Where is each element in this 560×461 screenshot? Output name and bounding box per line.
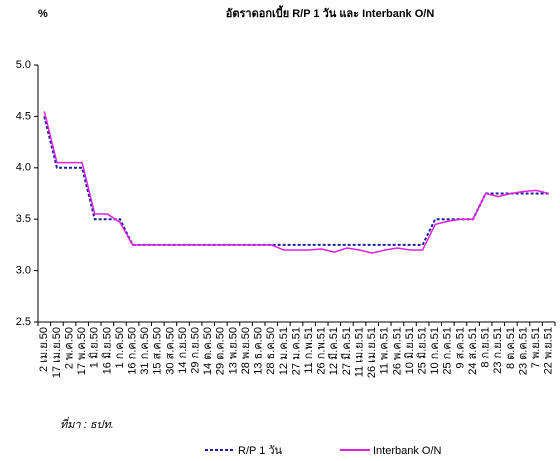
- x-tick-label: 1 มิ.ย.50: [89, 327, 101, 368]
- x-tick-label: 9 ส.ค.51: [454, 327, 466, 369]
- x-tick-label: 25 มิ.ย.51: [417, 327, 429, 374]
- x-tick-label: 30 ส.ค.50: [164, 327, 176, 375]
- x-tick-label: 12 มี.ค.51: [327, 327, 340, 375]
- y-axis-label: %: [38, 8, 48, 20]
- series-line: [43, 111, 549, 254]
- y-tick-label: 3.5: [16, 213, 31, 225]
- legend-label: Interbank O/N: [373, 445, 442, 457]
- y-tick-label: 2.5: [16, 316, 31, 328]
- x-tick-label: 1 ก.ค.50: [114, 327, 126, 369]
- x-tick-label: 13 ธ.ค.50: [253, 327, 265, 375]
- x-tick-label: 29 ต.ค.50: [215, 327, 227, 375]
- x-tick-label: 8 ก.ย.51: [480, 327, 492, 368]
- y-tick-label: 5.0: [16, 59, 31, 71]
- x-tick-label: 26 เม.ย.51: [366, 327, 378, 378]
- x-tick-label: 27 มี.ค.51: [340, 327, 353, 375]
- x-tick-label: 7 พ.ย.51: [530, 327, 542, 368]
- x-tick-label: 17 เม.ย.50: [51, 327, 63, 378]
- x-tick-label: 31 ก.ค.50: [139, 327, 151, 375]
- y-tick-label: 4.0: [16, 162, 31, 174]
- x-tick-label: 14 ก.ย.50: [177, 327, 189, 374]
- x-tick-label: 28 พ.ย.50: [240, 327, 252, 374]
- source: ที่มา : ธปท.: [60, 416, 114, 431]
- x-tick-label: 28 ธ.ค.50: [265, 327, 277, 375]
- x-tick-label: 11 เม.ย.51: [353, 327, 365, 377]
- x-tick-label: 26 พ.ค.51: [391, 327, 403, 375]
- x-tick-label: 17 พ.ค.50: [76, 327, 88, 375]
- chart-title: อัตราดอกเบี้ย R/P 1 วัน และ Interbank O/…: [226, 5, 435, 20]
- x-tick-label: 16 มิ.ย.50: [101, 327, 113, 374]
- y-tick-label: 3.0: [16, 265, 31, 277]
- x-tick-label: 8 ต.ค.51: [505, 327, 517, 369]
- x-tick-label: 2 เม.ย.50: [38, 327, 50, 372]
- x-tick-label: 22 พ.ย.51: [543, 327, 555, 374]
- x-tick-label: 16 ก.ค.50: [126, 327, 138, 375]
- x-tick-label: 11 ก.พ.51: [303, 327, 315, 374]
- x-tick-label: 26 ก.พ.51: [316, 327, 328, 375]
- x-tick-label: 25 ก.ค.51: [442, 327, 454, 375]
- x-tick-label: 23 ต.ค.51: [517, 327, 529, 375]
- x-tick-label: 11 พ.ค.51: [379, 327, 391, 374]
- x-tick-label: 12 ม.ค.51: [278, 327, 290, 375]
- x-tick-label: 2 พ.ค.50: [63, 327, 75, 369]
- x-tick-label: 29 ก.ย.50: [190, 327, 202, 374]
- series-line: [43, 116, 549, 246]
- y-tick-label: 4.5: [16, 110, 31, 122]
- legend-label: R/P 1 วัน: [238, 445, 283, 457]
- x-tick-label: 23 ก.ย.51: [492, 327, 504, 374]
- x-tick-label: 27 ม.ค.51: [290, 327, 302, 375]
- x-tick-label: 10 มิ.ย.51: [404, 327, 416, 374]
- x-tick-label: 24 ส.ค.51: [467, 327, 479, 375]
- x-tick-label: 13 พ.ย.50: [227, 327, 239, 374]
- x-tick-label: 14 ต.ค.50: [202, 327, 214, 375]
- x-tick-label: 10 ก.ค.51: [429, 327, 441, 375]
- x-tick-label: 15 ส.ค.50: [152, 327, 164, 375]
